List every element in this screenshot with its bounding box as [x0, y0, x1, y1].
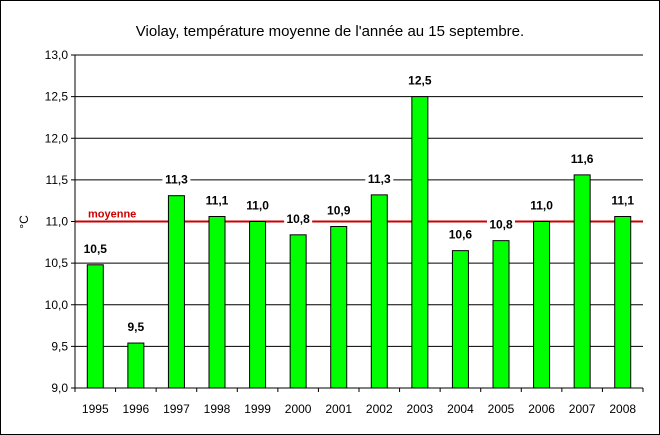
- data-label: 11,3: [368, 172, 391, 186]
- x-tick-label: 2002: [366, 402, 393, 416]
- gridlines: [75, 54, 643, 347]
- bar-2002: [370, 194, 388, 389]
- data-label-background: [487, 216, 515, 233]
- y-axis-label: °C: [17, 215, 31, 229]
- data-label-group: 11,0: [527, 197, 556, 214]
- bar-2001: [330, 225, 348, 389]
- x-tick-label: 1995: [82, 402, 109, 416]
- data-label-group: 11,1: [608, 192, 637, 209]
- y-tick-label: 9,5: [51, 339, 68, 353]
- data-label-group: 10,6: [446, 226, 475, 243]
- y-tick-label: 9,0: [51, 381, 68, 395]
- bar-2004: [451, 250, 469, 389]
- data-label: 9,5: [128, 320, 145, 334]
- data-label-background: [203, 192, 231, 209]
- data-label-group: 11,3: [162, 171, 191, 188]
- y-tick-label: 11,0: [46, 215, 69, 229]
- data-label: 12,5: [408, 74, 432, 88]
- data-label: 10,8: [489, 218, 513, 232]
- data-label-background: [365, 170, 394, 187]
- data-label: 11,1: [611, 194, 634, 208]
- bar-2008: [614, 216, 632, 389]
- data-label-background: [527, 197, 556, 214]
- bar-2006: [533, 221, 551, 389]
- mean-line-label: moyenne: [88, 209, 136, 221]
- data-label: 11,0: [530, 199, 553, 213]
- x-tick-label: 2005: [488, 402, 515, 416]
- x-tick-label: 2001: [325, 402, 352, 416]
- y-tick-label: 12,0: [45, 131, 69, 145]
- data-label-group: 11,3: [365, 170, 394, 187]
- data-label-group: 10,8: [284, 210, 313, 227]
- bar-1999: [249, 221, 267, 389]
- data-label: 11,1: [206, 194, 229, 208]
- bar-2007: [573, 174, 591, 389]
- data-label-group: 9,5: [121, 319, 150, 336]
- x-tick-label: 1998: [204, 402, 231, 416]
- data-label-background: [405, 72, 434, 89]
- data-label: 10,8: [286, 212, 310, 226]
- data-label-background: [162, 171, 191, 188]
- data-label-group: 12,5: [405, 72, 434, 89]
- data-label-group: 10,9: [324, 202, 353, 219]
- x-tick-label: 2003: [407, 402, 434, 416]
- x-tick-label: 2008: [609, 402, 636, 416]
- data-label: 10,6: [449, 228, 473, 242]
- axes: 9,0 9,5 10,0 10,5 11,0 11,5 12,0 12,5 13,0 1995 19…: [45, 48, 644, 416]
- bar-1995: [86, 264, 104, 389]
- y-tick-label: 10,0: [45, 298, 69, 312]
- bar-2003: [411, 96, 429, 389]
- data-label-group: 10,8: [487, 216, 515, 233]
- data-label-background: [324, 202, 353, 219]
- x-tick-label: 2007: [569, 402, 596, 416]
- bar-2000: [289, 234, 307, 389]
- data-label-group: 10,5: [81, 240, 110, 257]
- y-tick-label: 10,5: [45, 256, 69, 270]
- bar-1996: [127, 342, 145, 389]
- data-label-group: 11,1: [203, 192, 231, 209]
- bar-1997: [167, 195, 185, 389]
- data-label: 10,5: [84, 242, 108, 256]
- x-tick-label: 2004: [447, 402, 474, 416]
- data-label-background: [608, 192, 637, 209]
- x-tick-label: 2006: [528, 402, 555, 416]
- x-tick-label: 2000: [285, 402, 312, 416]
- data-label-background: [284, 210, 313, 227]
- data-label-background: [81, 240, 110, 257]
- y-tick-label: 12,5: [45, 90, 69, 104]
- y-tick-label: 11,5: [46, 173, 69, 187]
- data-label-group: 11,0: [243, 197, 272, 214]
- data-label-background: [446, 226, 475, 243]
- x-tick-label: 1996: [123, 402, 150, 416]
- bar-2005: [492, 240, 510, 389]
- data-label: 11,0: [246, 199, 269, 213]
- data-label-group: 11,6: [568, 150, 597, 167]
- x-tick-label: 1999: [244, 402, 271, 416]
- data-label-background: [568, 150, 597, 167]
- bar-1998: [208, 216, 226, 389]
- data-labels: 10,5 9,5 11,3 11,1 11,0 10,8 10,9 11,3 12,5 10,6 1…: [81, 72, 637, 336]
- chart-title: Violay, température moyenne de l'année a…: [136, 23, 524, 40]
- bars: [86, 96, 632, 389]
- data-label: 11,3: [165, 173, 188, 187]
- data-label: 10,9: [327, 203, 351, 217]
- y-tick-label: 13,0: [45, 48, 69, 62]
- data-label: 11,6: [571, 152, 594, 166]
- x-tick-label: 1997: [163, 402, 190, 416]
- data-label-background: [121, 319, 150, 336]
- data-label-background: [243, 197, 272, 214]
